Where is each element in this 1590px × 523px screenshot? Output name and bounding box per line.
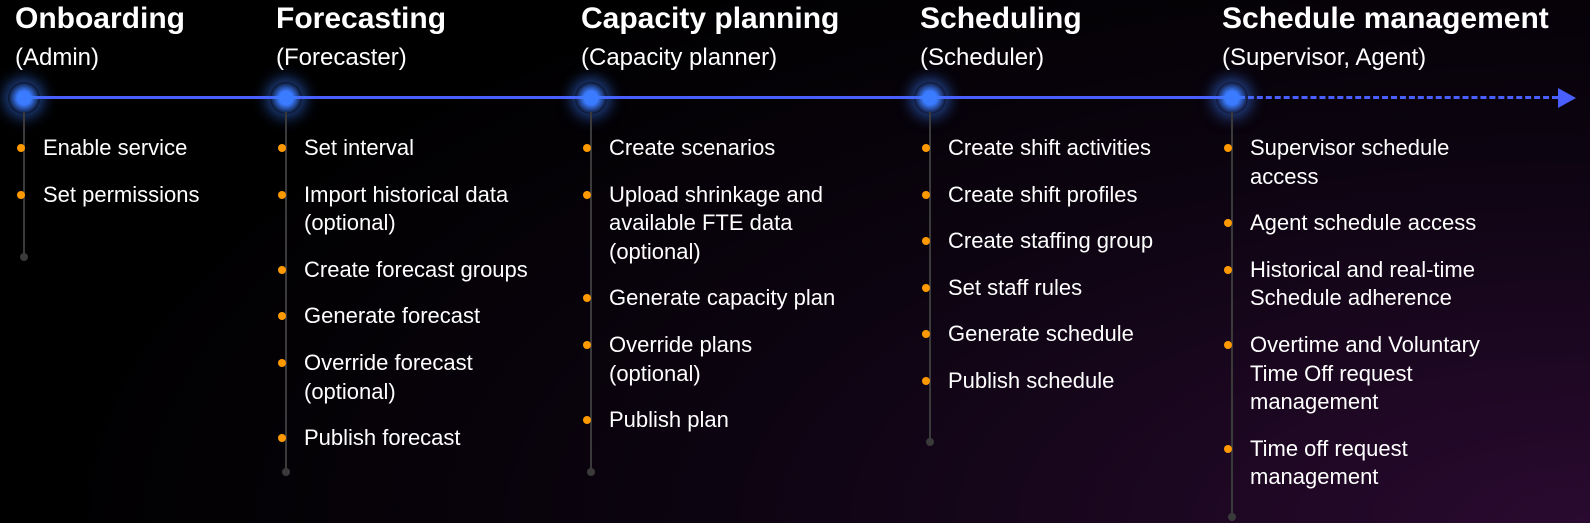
stage-items: Enable service Set permissions — [15, 134, 200, 227]
timeline-node-icon — [270, 82, 302, 114]
list-item: Create forecast groups — [276, 256, 541, 285]
list-item: Generate schedule — [920, 320, 1153, 349]
timeline-diagram: Onboarding (Admin) Enable service Set pe… — [0, 0, 1590, 523]
list-item: Import historical data (optional) — [276, 181, 541, 238]
stage-title: Forecasting — [276, 2, 446, 35]
timeline-line-solid — [24, 96, 1230, 99]
list-item: Set permissions — [15, 181, 200, 210]
list-item: Enable service — [15, 134, 200, 163]
list-item: Generate forecast — [276, 302, 541, 331]
list-item: Override plans (optional) — [581, 331, 846, 388]
timeline-node-icon — [575, 82, 607, 114]
stage-title: Capacity planning — [581, 2, 839, 35]
list-item: Publish plan — [581, 406, 846, 435]
stage-role: (Capacity planner) — [581, 44, 777, 72]
list-item: Time off request management — [1222, 435, 1487, 492]
timeline-node-icon — [8, 82, 40, 114]
stage-title: Schedule management — [1222, 2, 1549, 35]
list-item: Create scenarios — [581, 134, 846, 163]
stage-title: Onboarding — [15, 2, 185, 35]
list-item: Create shift activities — [920, 134, 1153, 163]
list-item: Publish forecast — [276, 424, 541, 453]
stage-role: (Admin) — [15, 44, 99, 72]
stage-role: (Supervisor, Agent) — [1222, 44, 1426, 72]
list-item: Override forecast (optional) — [276, 349, 541, 406]
list-item: Upload shrinkage and available FTE data … — [581, 181, 846, 267]
stage-role: (Scheduler) — [920, 44, 1044, 72]
timeline-arrowhead-icon — [1558, 88, 1576, 108]
stage-title: Scheduling — [920, 2, 1082, 35]
list-item: Historical and real-time Schedule adhere… — [1222, 256, 1487, 313]
timeline-node-icon — [914, 82, 946, 114]
list-item: Create staffing group — [920, 227, 1153, 256]
stage-items: Supervisor schedule access Agent schedul… — [1222, 134, 1487, 510]
timeline-line-dashed — [1230, 96, 1558, 99]
list-item: Generate capacity plan — [581, 284, 846, 313]
list-item: Create shift profiles — [920, 181, 1153, 210]
list-item: Supervisor schedule access — [1222, 134, 1487, 191]
list-item: Publish schedule — [920, 367, 1153, 396]
stage-items: Set interval Import historical data (opt… — [276, 134, 541, 471]
stage-items: Create scenarios Upload shrinkage and av… — [581, 134, 846, 453]
stage-role: (Forecaster) — [276, 44, 407, 72]
list-item: Set staff rules — [920, 274, 1153, 303]
list-item: Agent schedule access — [1222, 209, 1487, 238]
stage-items: Create shift activities Create shift pro… — [920, 134, 1153, 414]
list-item: Overtime and Voluntary Time Off request … — [1222, 331, 1487, 417]
timeline-node-icon — [1216, 82, 1248, 114]
list-item: Set interval — [276, 134, 541, 163]
